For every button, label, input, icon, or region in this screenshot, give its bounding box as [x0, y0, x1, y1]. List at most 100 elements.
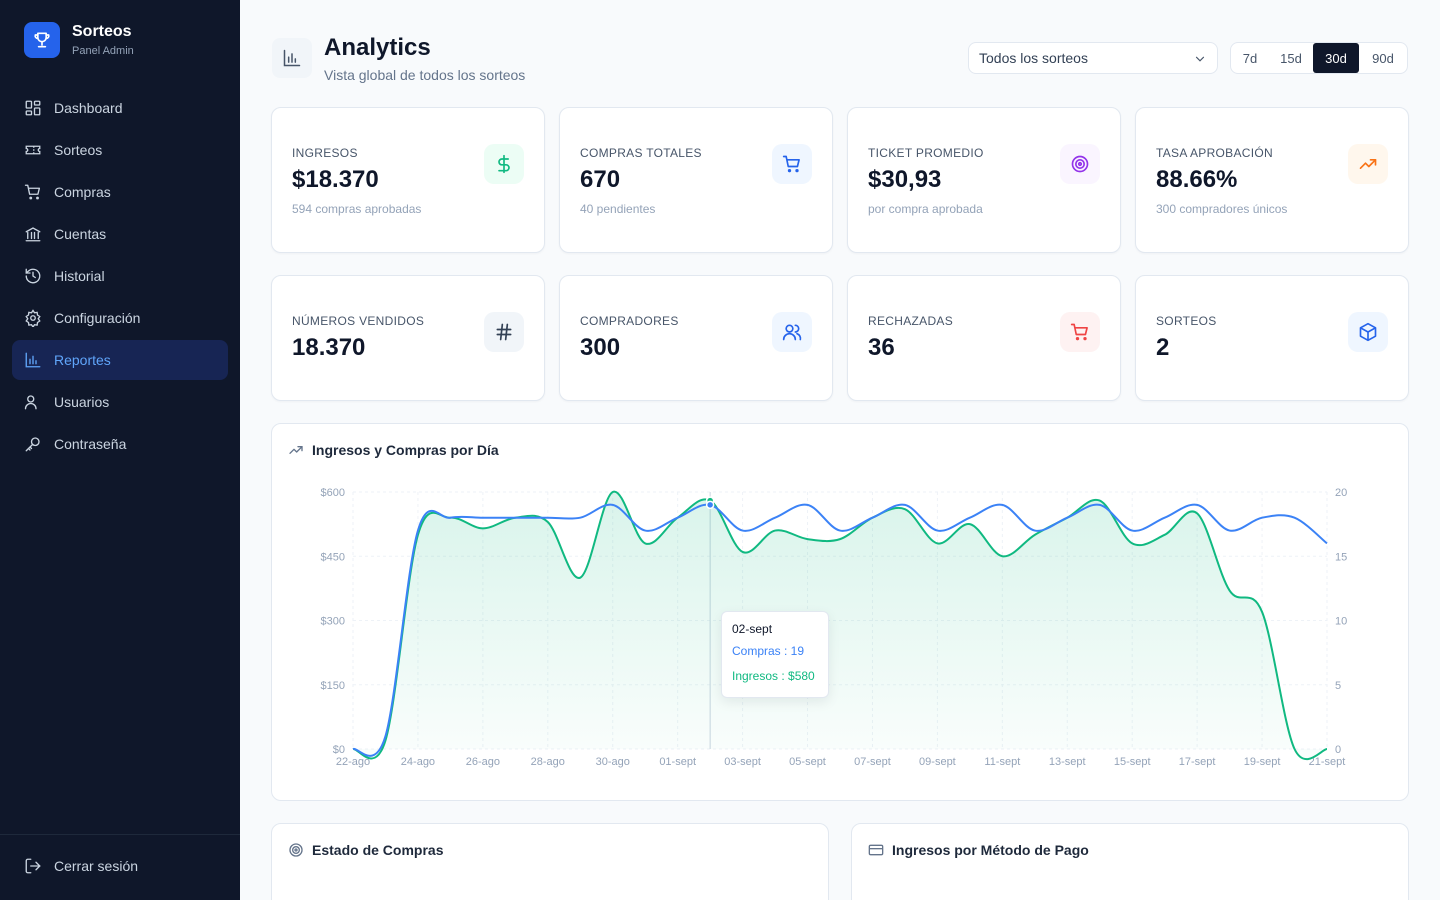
stat-card-compras-totales: COMPRAS TOTALES 670 40 pendientes: [559, 107, 833, 253]
sidebar-item-label: Reportes: [54, 352, 111, 368]
sidebar-item-cuentas[interactable]: Cuentas: [12, 214, 228, 254]
key-icon: [24, 435, 42, 453]
stat-card-numeros-vendidos: NÚMEROS VENDIDOS 18.370: [271, 275, 545, 401]
chevron-down-icon: [1195, 56, 1205, 62]
stat-sub: 40 pendientes: [580, 202, 656, 216]
dashboard-icon: [24, 99, 42, 117]
sidebar-item-reportes[interactable]: Reportes: [12, 340, 228, 380]
stat-card-ticket-promedio: TICKET PROMEDIO $30,93 por compra aproba…: [847, 107, 1121, 253]
sorteo-select[interactable]: Todos los sorteos: [968, 42, 1218, 74]
tooltip-date: 02-sept: [732, 622, 773, 636]
stat-label: COMPRAS TOTALES: [580, 146, 702, 160]
stat-card-tasa-aprobacion: TASA APROBACIÓN 88.66% 300 compradores ú…: [1135, 107, 1409, 253]
chart-panel-title: Ingresos y Compras por Día: [288, 442, 499, 458]
stat-card-ingresos: INGRESOS $18.370 594 compras aprobadas: [271, 107, 545, 253]
page-subtitle: Vista global de todos los sorteos: [324, 67, 526, 83]
stat-value: $18.370: [292, 166, 379, 193]
sidebar-item-label: Cuentas: [54, 226, 107, 242]
users-icon: [24, 393, 42, 411]
sidebar-item-label: Historial: [54, 268, 105, 284]
panel-title-label: Ingresos por Método de Pago: [892, 842, 1089, 858]
stat-label: TASA APROBACIÓN: [1156, 146, 1273, 160]
brand-subtitle: Panel Admin: [72, 45, 134, 57]
stat-value: 670: [580, 166, 621, 193]
sidebar: Sorteos Panel Admin Dashboard Sorteos Co…: [0, 0, 240, 900]
sidebar-footer: Cerrar sesión: [0, 834, 240, 900]
gear-icon: [24, 309, 42, 327]
sidebar-item-label: Usuarios: [54, 394, 110, 410]
sidebar-item-contrasena[interactable]: Contraseña: [12, 424, 228, 464]
users-icon: [772, 312, 812, 352]
stat-card-rechazadas: RECHAZADAS 36: [847, 275, 1121, 401]
sidebar-item-historial[interactable]: Historial: [12, 256, 228, 296]
stat-value: $30,93: [868, 166, 942, 193]
stat-value: 2: [1156, 334, 1170, 361]
estado-compras-panel: Estado de Compras: [271, 823, 829, 900]
sidebar-item-label: Dashboard: [54, 100, 123, 116]
bar-chart-icon: [272, 38, 312, 78]
stat-label: COMPRADORES: [580, 314, 679, 328]
sidebar-item-usuarios[interactable]: Usuarios: [12, 382, 228, 422]
panel-title: Ingresos por Método de Pago: [868, 842, 1089, 858]
sidebar-item-label: Sorteos: [54, 142, 103, 158]
trending-up-icon: [1348, 144, 1388, 184]
tooltip-compras: Compras : 19: [732, 644, 805, 658]
trophy-icon: [24, 22, 60, 58]
tooltip-ingresos: Ingresos : $580: [732, 669, 815, 683]
logout-button[interactable]: Cerrar sesión: [24, 857, 138, 875]
bar-chart-icon: [24, 351, 42, 369]
cart-icon: [772, 144, 812, 184]
sidebar-item-label: Configuración: [54, 310, 141, 326]
brand-title: Sorteos: [72, 23, 132, 40]
stat-label: RECHAZADAS: [868, 314, 954, 328]
stat-value: 36: [868, 334, 895, 361]
sidebar-item-sorteos[interactable]: Sorteos: [12, 130, 228, 170]
sidebar-item-label: Contraseña: [54, 436, 127, 452]
sidebar-nav: Dashboard Sorteos Compras Cuentas Histor…: [12, 88, 228, 466]
stat-value: 300: [580, 334, 621, 361]
cart-icon: [1060, 312, 1100, 352]
sidebar-item-compras[interactable]: Compras: [12, 172, 228, 212]
stat-card-sorteos: SORTEOS 2: [1135, 275, 1409, 401]
chart-tooltip: 02-sept Compras : 19 Ingresos : $580: [721, 611, 829, 698]
stat-label: INGRESOS: [292, 146, 358, 160]
chart-title: Ingresos y Compras por Día: [312, 442, 499, 458]
range-toggle: 7d 15d 30d 90d: [1230, 42, 1408, 74]
page-header: Analytics Vista global de todos los sort…: [272, 34, 1408, 84]
sidebar-item-configuracion[interactable]: Configuración: [12, 298, 228, 338]
ticket-icon: [24, 141, 42, 159]
stat-label: SORTEOS: [1156, 314, 1217, 328]
panel-title: Estado de Compras: [288, 842, 443, 858]
logout-icon: [24, 857, 42, 875]
bank-icon: [24, 225, 42, 243]
history-icon: [24, 267, 42, 285]
chart-panel: Ingresos y Compras por Día: [271, 423, 1409, 801]
sidebar-item-label: Compras: [54, 184, 111, 200]
page-title: Analytics: [324, 34, 431, 61]
logout-label: Cerrar sesión: [54, 858, 139, 874]
brand[interactable]: Sorteos Panel Admin: [24, 22, 134, 58]
range-15d-button[interactable]: 15d: [1280, 50, 1302, 66]
target-icon: [1060, 144, 1100, 184]
stat-label: TICKET PROMEDIO: [868, 146, 984, 160]
stat-value: 88.66%: [1156, 166, 1238, 193]
target-icon: [288, 842, 304, 858]
range-7d-button[interactable]: 7d: [1242, 50, 1258, 66]
sidebar-item-dashboard[interactable]: Dashboard: [12, 88, 228, 128]
stat-label: NÚMEROS VENDIDOS: [292, 314, 425, 328]
sorteo-select-value: Todos los sorteos: [979, 50, 1088, 66]
metodo-pago-panel: Ingresos por Método de Pago: [851, 823, 1409, 900]
dollar-icon: [484, 144, 524, 184]
stat-value: 18.370: [292, 334, 366, 361]
credit-card-icon: [868, 842, 884, 858]
stat-card-compradores: COMPRADORES 300: [559, 275, 833, 401]
range-90d-button[interactable]: 90d: [1372, 50, 1394, 66]
hash-icon: [484, 312, 524, 352]
cart-icon: [24, 183, 42, 201]
stat-sub: 594 compras aprobadas: [292, 202, 422, 216]
box-icon: [1348, 312, 1388, 352]
panel-title-label: Estado de Compras: [312, 842, 444, 858]
stat-sub: 300 compradores únicos: [1156, 202, 1288, 216]
range-30d-button[interactable]: 30d: [1313, 43, 1359, 73]
trending-up-icon: [288, 442, 304, 458]
